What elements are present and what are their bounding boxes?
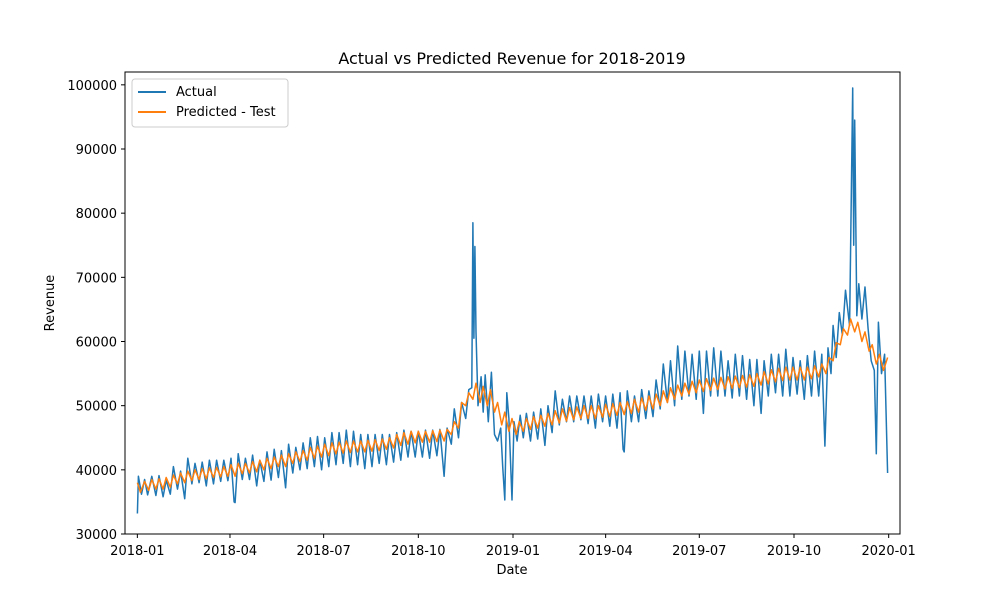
y-axis-label: Revenue (43, 275, 58, 332)
x-tick-label: 2019-04 (578, 544, 632, 559)
y-tick-label: 60000 (76, 336, 117, 351)
x-tick-label: 2019-01 (486, 544, 540, 559)
legend-label-actual: Actual (176, 85, 217, 100)
y-tick-label: 70000 (76, 271, 117, 286)
x-tick-label: 2019-10 (767, 544, 821, 559)
y-tick-label: 80000 (76, 207, 117, 222)
x-tick-label: 2019-07 (672, 544, 726, 559)
y-tick-label: 90000 (76, 143, 117, 158)
x-tick-label: 2020-01 (862, 544, 916, 559)
x-tick-label: 2018-07 (296, 544, 350, 559)
x-tick-label: 2018-10 (391, 544, 445, 559)
plot-area (136, 87, 889, 514)
y-tick-label: 100000 (67, 79, 117, 94)
x-tick-label: 2018-04 (203, 544, 257, 559)
axes-frame (124, 71, 901, 535)
x-tick-label: 2018-01 (110, 544, 164, 559)
legend: Actual Predicted - Test (131, 78, 289, 128)
legend-label-predicted-test: Predicted - Test (176, 105, 276, 120)
legend-box (131, 78, 289, 128)
y-tick-label: 50000 (76, 400, 117, 415)
x-axis: 2018-01 2018-04 2018-07 2018-10 2019-01 2019-… (110, 534, 916, 559)
chart-title: Actual vs Predicted Revenue for 2018-201… (338, 49, 685, 68)
y-tick-label: 30000 (76, 528, 117, 543)
x-axis-label: Date (496, 563, 527, 578)
y-tick-label: 40000 (76, 464, 117, 479)
series-line-predicted-test (136, 318, 889, 494)
y-axis: 30000 40000 50000 60000 70000 80000 90000 10000… (67, 79, 125, 543)
